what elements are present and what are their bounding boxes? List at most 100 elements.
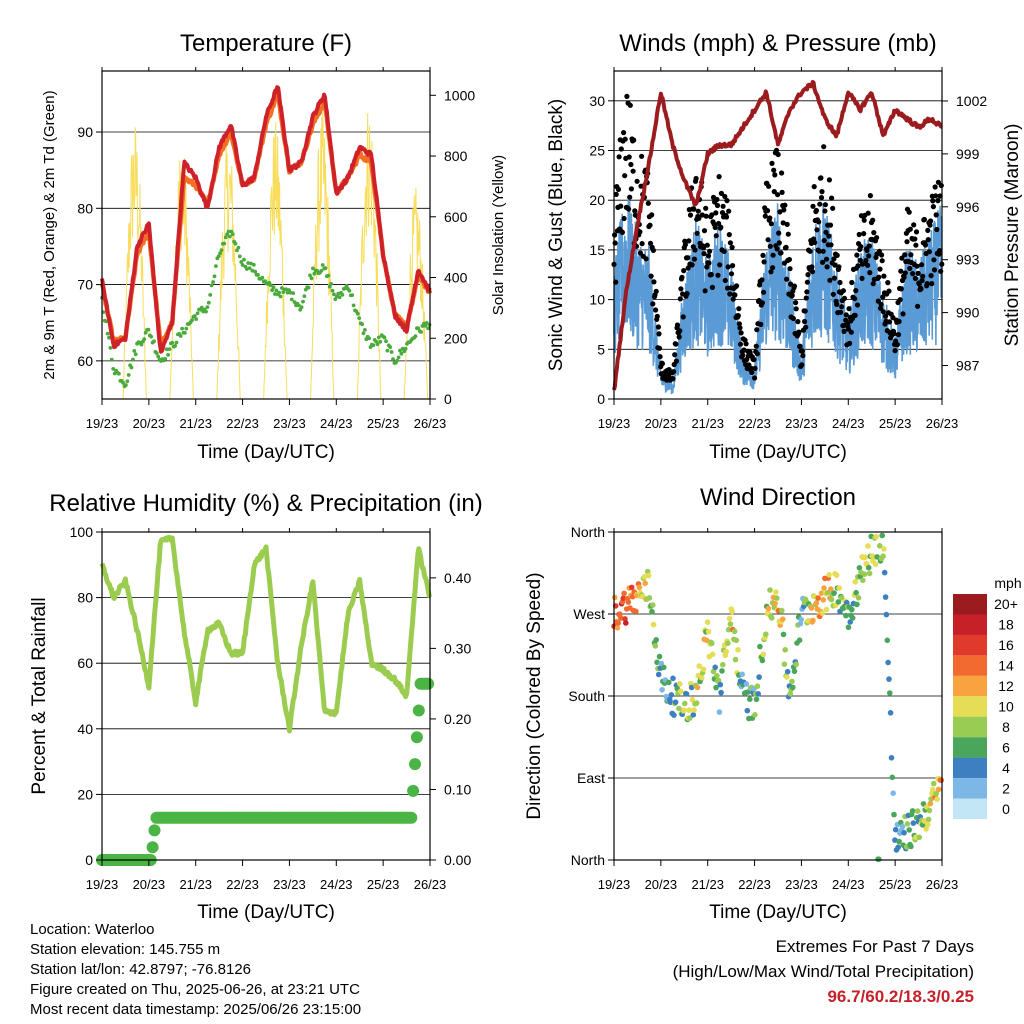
- direction-point: [747, 696, 753, 702]
- gust-point: [865, 210, 871, 216]
- gust-point: [703, 205, 709, 211]
- gust-point: [734, 283, 740, 289]
- dewpoint-point: [273, 292, 277, 296]
- dewpoint-point: [192, 314, 197, 318]
- gust-point: [864, 247, 870, 253]
- temperature-ytick-label: 70: [77, 277, 93, 293]
- direction-xtick-label: 26/23: [926, 877, 959, 892]
- direction-point: [881, 569, 888, 576]
- station-location: Location: Waterloo: [30, 921, 155, 938]
- direction-point: [621, 590, 627, 597]
- direction-xtick-label: 25/23: [879, 877, 912, 892]
- dewpoint-point: [211, 280, 216, 284]
- gust-point: [751, 356, 757, 363]
- gust-point: [821, 144, 827, 150]
- gust-point: [700, 245, 707, 251]
- direction-point: [831, 590, 837, 596]
- gust-point: [774, 246, 780, 252]
- direction-title: Wind Direction: [700, 484, 856, 511]
- dewpoint-point: [274, 288, 279, 293]
- gust-point: [693, 175, 699, 182]
- gust-point: [722, 277, 728, 284]
- station-latlon: Station lat/lon: 42.8797; -76.8126: [30, 961, 252, 978]
- direction-point: [732, 656, 739, 663]
- direction-point: [633, 608, 639, 615]
- dewpoint-point: [311, 266, 315, 271]
- gust-point: [924, 281, 930, 287]
- gust-point: [613, 191, 619, 197]
- direction-point: [872, 561, 879, 567]
- gust-point: [818, 195, 825, 201]
- direction-point: [860, 577, 866, 584]
- direction-point: [923, 826, 929, 832]
- direction-point: [646, 595, 653, 601]
- gust-point: [677, 296, 683, 302]
- gust-point: [692, 247, 698, 253]
- gust-point: [761, 289, 767, 295]
- colorbar-swatch: [953, 716, 987, 738]
- gust-point: [912, 275, 919, 281]
- direction-point: [813, 600, 820, 606]
- winds-ytick-label: 10: [589, 292, 605, 308]
- direction-point: [873, 533, 880, 540]
- gust-point: [722, 193, 728, 200]
- dewpoint-point: [327, 284, 332, 289]
- direction-point: [865, 564, 872, 571]
- dewpoint-point: [403, 346, 408, 351]
- gust-point: [814, 227, 820, 233]
- temperature-ylabel-right: Solar Insolation (Yellow): [490, 155, 507, 315]
- temperature-xtick-label: 24/23: [320, 416, 353, 431]
- gust-point: [817, 201, 823, 207]
- dewpoint-point: [163, 357, 168, 361]
- direction-xlabel: Time (Day/UTC): [709, 902, 847, 923]
- dewpoint-point: [399, 351, 404, 356]
- dewpoint-point: [253, 269, 258, 274]
- temperature-y2tick-label: 800: [444, 148, 468, 164]
- dewpoint-point: [371, 343, 376, 348]
- gust-point: [782, 202, 788, 208]
- dewpoint-point: [190, 318, 194, 323]
- gust-point: [768, 221, 775, 227]
- humidity-panel: Relative Humidity (%) & Precipitation (i…: [29, 490, 483, 923]
- temperature-y2tick-label: 200: [444, 330, 468, 346]
- gust-point: [880, 309, 886, 315]
- colorbar-swatch: [953, 737, 987, 758]
- gust-point: [657, 354, 663, 360]
- temperature-y2tick-label: 1000: [444, 87, 475, 103]
- gust-point: [843, 312, 849, 318]
- gust-point: [906, 209, 912, 215]
- dewpoint-point: [355, 311, 360, 316]
- direction-point: [723, 648, 729, 655]
- gust-point: [826, 177, 833, 183]
- gust-point: [627, 102, 633, 108]
- gust-point: [870, 217, 876, 223]
- temperature-xtick-label: 19/23: [86, 416, 119, 431]
- gust-point: [676, 334, 682, 340]
- direction-point: [625, 599, 632, 605]
- gust-point: [805, 272, 811, 278]
- direction-point: [667, 699, 674, 706]
- dewpoint-point: [226, 229, 231, 234]
- direction-point: [645, 572, 652, 579]
- gust-point: [823, 229, 829, 235]
- direction-point: [744, 707, 751, 714]
- dewpoint-point: [344, 284, 349, 288]
- direction-point: [757, 643, 763, 650]
- gust-point: [784, 221, 790, 227]
- precipitation-point: [409, 758, 421, 771]
- dewpoint-point: [142, 337, 147, 342]
- dewpoint-point: [340, 292, 345, 297]
- gust-point: [707, 248, 713, 254]
- dewpoint-point: [131, 357, 135, 362]
- gust-point: [730, 263, 736, 269]
- direction-point: [696, 663, 702, 669]
- direction-gridlines: [614, 531, 942, 861]
- direction-point: [690, 712, 697, 718]
- direction-point: [861, 571, 868, 577]
- dewpoint-point: [204, 309, 208, 314]
- direction-point: [729, 608, 735, 615]
- gust-point: [834, 301, 840, 307]
- gust-point: [630, 168, 636, 174]
- gust-point: [797, 343, 803, 349]
- winds-y2tick-label: 1002: [956, 93, 987, 109]
